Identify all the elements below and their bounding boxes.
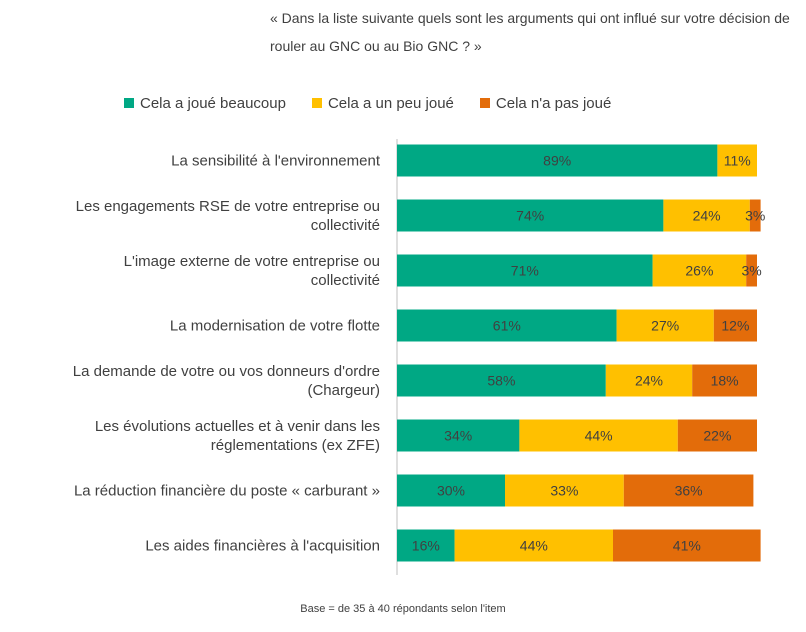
bar-segment-un-peu [519,419,678,452]
legend-item-beaucoup: Cela a joué beaucoup [124,95,286,112]
data-label: 11% [724,153,751,169]
bar-segment-beaucoup [397,254,653,287]
stacked-bar-chart: La sensibilité à l'environnement 89% 11% Le… [73,139,765,575]
data-label: 16% [412,538,440,554]
data-label: 58% [487,373,515,389]
data-label: 24% [635,373,663,389]
legend-swatch-pas [479,98,490,108]
category-label: Les aides financières à l'acquisition [145,538,380,555]
bar-segment-un-peu [717,144,757,177]
bar-segment-un-peu [454,529,613,562]
bar-segment-pas [623,474,754,507]
data-label: 12% [721,318,749,334]
legend-label-beaucoup: Cela a joué beaucoup [140,94,286,112]
bar-segment-un-peu [605,364,693,397]
bar-segment-pas [749,199,761,232]
bar-segment-pas [746,254,757,287]
base-note: Base = de 35 à 40 répondants selon l'ite… [300,603,506,615]
question-text: « Dans la liste suivante quels sont les … [270,10,790,54]
bar-segment-un-peu [652,254,747,287]
data-label: 44% [585,428,613,444]
data-label: 74% [516,208,544,224]
category-label: L'image externe de votre entreprise ou co… [124,253,380,289]
legend-swatch-beaucoup [124,98,134,108]
data-label: 3% [745,208,765,224]
data-label: 34% [444,428,472,444]
data-label: 22% [703,428,731,444]
data-label: 3% [741,263,761,279]
category-label: La sensibilité à l'environnement [171,153,381,170]
data-label: 24% [693,208,721,224]
category-label: Les engagements RSE de votre entreprise … [76,198,380,234]
legend-item-pas: Cela n'a pas joué [479,94,612,112]
bar-segment-beaucoup [397,309,617,342]
bar-segment-un-peu [505,474,624,507]
data-label: 36% [675,483,703,499]
data-label: 89% [543,153,571,169]
bar-segment-beaucoup [397,199,664,232]
data-label: 27% [651,318,679,334]
bar-segment-pas [613,529,761,562]
bar-segment-un-peu [663,199,750,232]
data-label: 41% [673,538,701,554]
data-label: 44% [520,538,548,554]
data-label: 18% [711,373,739,389]
legend-label-un-peu: Cela a un peu joué [327,94,454,112]
bar-segment-beaucoup [397,419,520,452]
category-label: La réduction financière du poste « carbu… [74,483,380,500]
bar-segment-un-peu [616,309,714,342]
legend: Cela a joué beaucoup Cela a un peu joué … [124,92,637,114]
bar-segment-pas [713,309,757,342]
data-label: 33% [550,483,578,499]
data-label: 71% [511,263,539,279]
bar-segment-beaucoup [397,144,718,177]
bar-segment-pas [677,419,757,452]
bar-segment-beaucoup [397,474,505,507]
bar-segment-pas [692,364,757,397]
legend-swatch-un-peu [311,98,322,108]
category-label: La demande de votre ou vos donneurs d'or… [73,363,380,399]
data-label: 61% [493,318,521,334]
bar-segment-beaucoup [397,529,455,562]
data-label: 26% [685,263,713,279]
bar-segment-beaucoup [397,364,606,397]
category-label: Les évolutions actuelles et à venir dans… [95,418,380,454]
category-label: La modernisation de votre flotte [170,318,380,335]
legend-item-un-peu: Cela a un peu joué [311,94,454,112]
legend-label-pas: Cela n'a pas joué [495,94,612,112]
data-label: 30% [437,483,465,499]
